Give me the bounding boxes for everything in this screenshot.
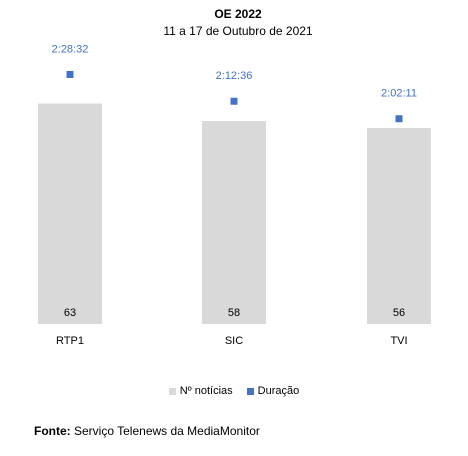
duration-label-rtp1: 2:28:32 [52,43,89,55]
source-note: Fonte: Serviço Telenews da MediaMonitor [34,424,260,438]
bar-sic [202,121,266,324]
legend: Nº notícias Duração [0,385,468,397]
chart-subtitle: 11 a 17 de Outubro de 2021 [163,24,313,38]
category-label-sic: SIC [225,335,243,347]
duration-marker-sic [230,97,238,105]
category-label-rtp1: RTP1 [56,335,84,347]
category-label-tvi: TVI [390,335,407,347]
chart-title: OE 2022 [214,7,262,21]
legend-item-bars: Nº notícias [168,385,233,397]
duration-label-tvi: 2:02:11 [381,88,417,100]
bar-value-label-tvi: 56 [393,307,405,319]
bar-rtp1 [38,103,102,324]
duration-marker-rtp1 [66,70,74,78]
legend-swatch-duration [246,387,254,395]
duration-marker-tvi [395,115,403,123]
bar-tvi [367,128,431,324]
legend-label-bars: Nº notícias [179,385,233,397]
source-label: Fonte: [34,424,71,438]
legend-item-duration: Duração [246,385,300,397]
chart: OE 2022 11 a 17 de Outubro de 2021 63 2:2… [38,7,431,347]
bar-value-label-rtp1: 63 [64,307,76,319]
bars-layer: 63 2:28:32 RTP1 58 2:12:36 SIC 56 2:02:11 TVI [38,43,431,347]
source-text: Serviço Telenews da MediaMonitor [74,424,260,438]
duration-label-sic: 2:12:36 [216,70,253,82]
legend-label-duration: Duração [257,385,300,397]
legend-swatch-bars [168,387,176,395]
bar-value-label-sic: 58 [228,307,240,319]
